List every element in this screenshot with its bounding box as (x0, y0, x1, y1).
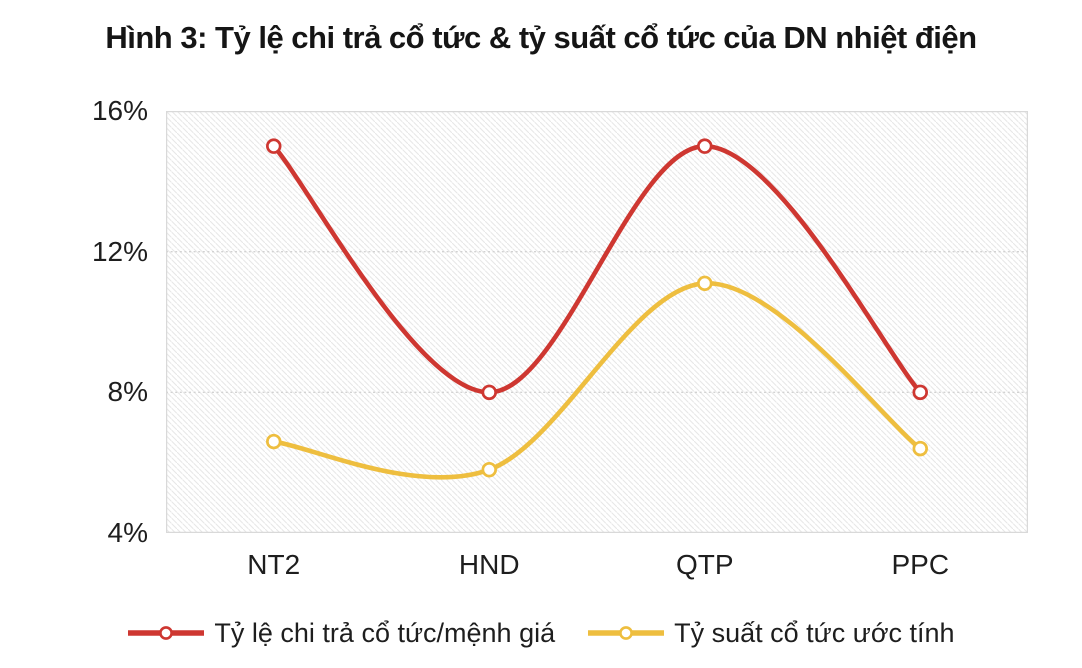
data-point-marker (265, 138, 282, 154)
series-line-red (271, 143, 923, 395)
y-axis-tick-label: 8% (107, 376, 148, 408)
data-point-marker (481, 384, 498, 401)
plot-area (166, 111, 1028, 533)
x-axis-category-label: HND (458, 549, 520, 580)
y-axis-tick-label: 16% (91, 95, 148, 126)
plot-border (166, 111, 1028, 533)
data-point-marker (481, 461, 498, 478)
chart-title: Hình 3: Tỷ lệ chi trả cổ tức & tỷ suất c… (105, 20, 977, 55)
series-line-yellow (271, 281, 923, 480)
x-axis-category-label: PPC (891, 549, 950, 580)
data-point-marker (912, 384, 928, 401)
legend-marker-icon (128, 626, 205, 640)
y-axis-tick-label: 12% (91, 235, 148, 267)
plot-hatch-background (166, 111, 1028, 533)
legend-item: Tỷ suất cổ tức ước tính (587, 617, 955, 649)
chart-legend: Tỷ lệ chi trả cổ tức/mệnh giá Tỷ suất cổ … (0, 611, 1082, 655)
x-axis-category-label: NT2 (247, 549, 301, 580)
data-point-marker (696, 138, 713, 154)
legend-item: Tỷ lệ chi trả cổ tức/mệnh giá (127, 618, 555, 649)
x-axis-category-label: QTP (675, 549, 734, 580)
legend-marker-icon (588, 626, 665, 640)
legend-label: Tỷ suất cổ tức ước tính (674, 617, 955, 648)
y-axis-tick-label: 4% (107, 517, 148, 548)
legend-label: Tỷ lệ chi trả cổ tức/mệnh giá (214, 617, 556, 648)
data-point-marker (912, 440, 928, 457)
data-point-marker (696, 275, 713, 292)
data-point-marker (265, 433, 282, 450)
y-axis: 16% 12% 8% 4% (0, 0, 148, 668)
